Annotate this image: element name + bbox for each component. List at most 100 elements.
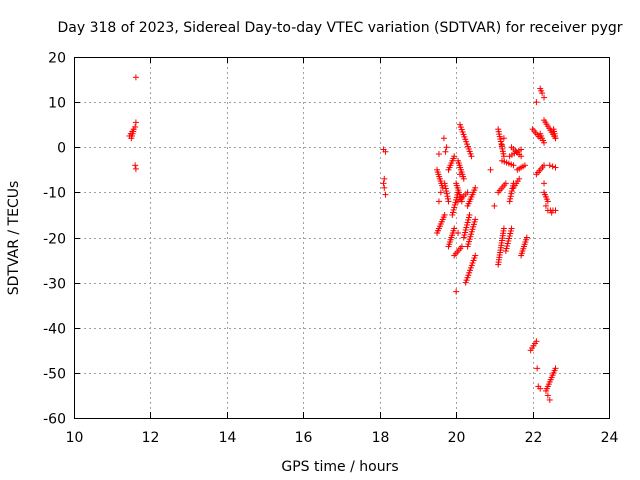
data-point bbox=[453, 194, 460, 201]
data-point bbox=[441, 180, 448, 187]
data-point bbox=[442, 185, 449, 192]
data-point bbox=[442, 182, 449, 189]
data-point bbox=[500, 225, 507, 232]
x-tick-label: 12 bbox=[142, 430, 160, 446]
data-point bbox=[453, 288, 460, 295]
y-tick-label: -20 bbox=[43, 232, 66, 248]
y-tick-label: 10 bbox=[48, 96, 66, 112]
data-point bbox=[507, 195, 514, 202]
y-tick-label: -40 bbox=[43, 322, 66, 338]
y-tick-label: 20 bbox=[48, 51, 66, 67]
data-point bbox=[132, 119, 139, 126]
data-point bbox=[451, 153, 458, 160]
data-point bbox=[464, 189, 471, 196]
data-point bbox=[382, 148, 389, 155]
data-point bbox=[507, 230, 514, 237]
tick-labels: 10 12 14 16 18 20 22 24 -60 -50 -40 -30 -20 -10 0 10 20 bbox=[43, 51, 618, 447]
data-point bbox=[504, 243, 511, 250]
data-point bbox=[463, 224, 470, 231]
data-point bbox=[502, 248, 509, 255]
data-point bbox=[500, 153, 507, 160]
data-point bbox=[504, 240, 511, 247]
data-point bbox=[130, 128, 137, 135]
data-point bbox=[510, 162, 517, 169]
data-point bbox=[132, 123, 139, 130]
data-point bbox=[132, 162, 139, 169]
data-point bbox=[380, 180, 387, 187]
data-point bbox=[465, 214, 472, 221]
y-tick-label: 0 bbox=[57, 141, 66, 157]
x-tick-label: 22 bbox=[525, 430, 543, 446]
data-point bbox=[505, 238, 512, 245]
data-point bbox=[440, 135, 447, 142]
y-tick-label: -60 bbox=[43, 412, 66, 428]
data-point bbox=[533, 99, 540, 106]
data-point bbox=[449, 211, 456, 218]
data-point bbox=[537, 385, 544, 392]
data-point bbox=[442, 148, 449, 155]
data-point bbox=[450, 206, 457, 213]
data-point bbox=[523, 234, 530, 241]
data-point bbox=[506, 232, 513, 239]
data-point bbox=[464, 219, 471, 226]
data-point bbox=[552, 365, 559, 372]
x-tick-label: 24 bbox=[601, 430, 619, 446]
data-point bbox=[441, 211, 448, 218]
data-point bbox=[542, 202, 549, 209]
data-point bbox=[461, 231, 468, 238]
data-point bbox=[552, 207, 559, 214]
data-point bbox=[521, 162, 528, 169]
data-point bbox=[435, 151, 442, 158]
data-point bbox=[544, 198, 551, 205]
data-point bbox=[462, 226, 469, 233]
data-point bbox=[544, 392, 551, 399]
data-point bbox=[546, 162, 553, 169]
data-point bbox=[508, 190, 515, 197]
data-point bbox=[534, 365, 541, 372]
y-axis-label: SDTVAR / TECUs bbox=[6, 181, 22, 296]
data-point bbox=[443, 144, 450, 151]
data-point bbox=[132, 74, 139, 81]
y-tick-label: -10 bbox=[43, 186, 66, 202]
data-point bbox=[460, 175, 467, 182]
data-points bbox=[126, 74, 559, 403]
data-point bbox=[463, 221, 470, 228]
data-point bbox=[516, 175, 523, 182]
grid-lines bbox=[74, 57, 609, 418]
data-point bbox=[465, 216, 472, 223]
data-point bbox=[452, 199, 459, 206]
data-point bbox=[472, 216, 479, 223]
data-point bbox=[549, 163, 556, 170]
data-point bbox=[503, 245, 510, 252]
data-point bbox=[451, 204, 458, 211]
data-point bbox=[502, 180, 509, 187]
data-point bbox=[507, 227, 514, 234]
data-point bbox=[533, 338, 540, 345]
data-point bbox=[541, 162, 548, 169]
data-point bbox=[458, 243, 465, 250]
data-point bbox=[466, 211, 473, 218]
data-point bbox=[541, 139, 548, 146]
data-point bbox=[472, 252, 479, 259]
data-point bbox=[449, 209, 456, 216]
data-point bbox=[548, 209, 555, 216]
data-point bbox=[444, 195, 451, 202]
data-point bbox=[506, 235, 513, 242]
data-point bbox=[508, 225, 515, 232]
data-point bbox=[487, 166, 494, 173]
data-point bbox=[382, 191, 389, 198]
data-point bbox=[437, 189, 444, 196]
y-tick-label: -30 bbox=[43, 277, 66, 293]
data-point bbox=[500, 135, 507, 142]
data-point bbox=[443, 190, 450, 197]
data-point bbox=[460, 234, 467, 241]
data-point bbox=[472, 184, 479, 191]
data-point bbox=[509, 185, 516, 192]
data-point bbox=[444, 193, 451, 200]
data-point bbox=[491, 202, 498, 209]
data-point bbox=[552, 164, 559, 171]
x-axis-label: GPS time / hours bbox=[281, 459, 398, 475]
data-point bbox=[499, 141, 505, 148]
data-point bbox=[541, 94, 548, 101]
